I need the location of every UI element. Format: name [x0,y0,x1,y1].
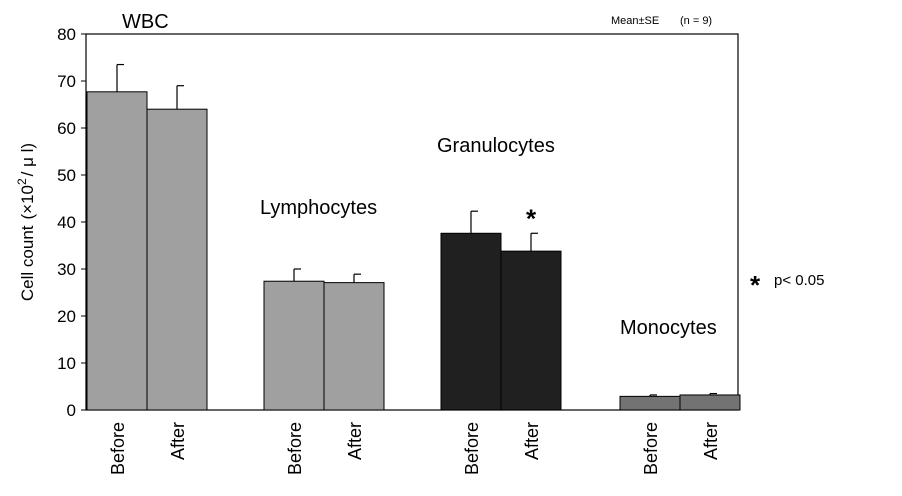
x-label-wbc-before: Before [108,422,128,475]
group-label-granulocytes: Granulocytes [437,135,555,157]
category-labels: Before After WBC Before After Lymphocytes Befo… [108,11,721,475]
bar-lymphocytes-after [323,282,385,411]
y-tick-label: 50 [57,166,76,185]
group-label-wbc: WBC [122,11,169,33]
bar-granulocytes-before [440,232,502,411]
y-axis-title-unit-sup: 2 [15,178,29,185]
y-axis-title-unit-open: (×10 [18,185,37,220]
x-label-monocytes-after: After [701,422,721,460]
bar-wbc-after [146,108,208,411]
y-axis-title: Cell count (×102 / μ l) [15,143,37,301]
x-label-granulocytes-before: Before [462,422,482,475]
group-label-lymphocytes: Lymphocytes [260,197,377,219]
x-label-granulocytes-after: After [522,422,542,460]
y-tick-label: 60 [57,119,76,138]
significance-legend-label: p< 0.05 [774,272,824,289]
y-tick-label: 10 [57,354,76,373]
bar-wbc-before [86,91,148,411]
y-axis-title-main: Cell count [18,225,37,301]
y-tick-label: 40 [57,213,76,232]
significance-legend-marker: * [750,270,761,300]
group-label-monocytes: Monocytes [620,317,717,339]
y-tick-label: 30 [57,260,76,279]
y-tick-label: 70 [57,72,76,91]
y-axis: 0 10 20 30 40 50 60 70 80 [57,25,86,420]
n-note: (n = 9) [680,15,712,27]
bar-monocytes-after [679,394,741,411]
bar-monocytes-before [619,395,681,411]
bar-series [86,63,741,411]
x-label-monocytes-before: Before [641,422,661,475]
stat-note: Mean±SE [611,15,659,27]
y-axis-title-unit-close: / μ l) [18,143,37,176]
y-tick-label: 0 [67,401,76,420]
significance-marker: * [526,203,537,233]
x-label-lymphocytes-before: Before [285,422,305,475]
y-tick-label: 20 [57,307,76,326]
x-label-lymphocytes-after: After [345,422,365,460]
bar-lymphocytes-before [263,280,325,411]
x-label-wbc-after: After [168,422,188,460]
bar-granulocytes-after [500,250,562,411]
y-tick-label: 80 [57,25,76,44]
